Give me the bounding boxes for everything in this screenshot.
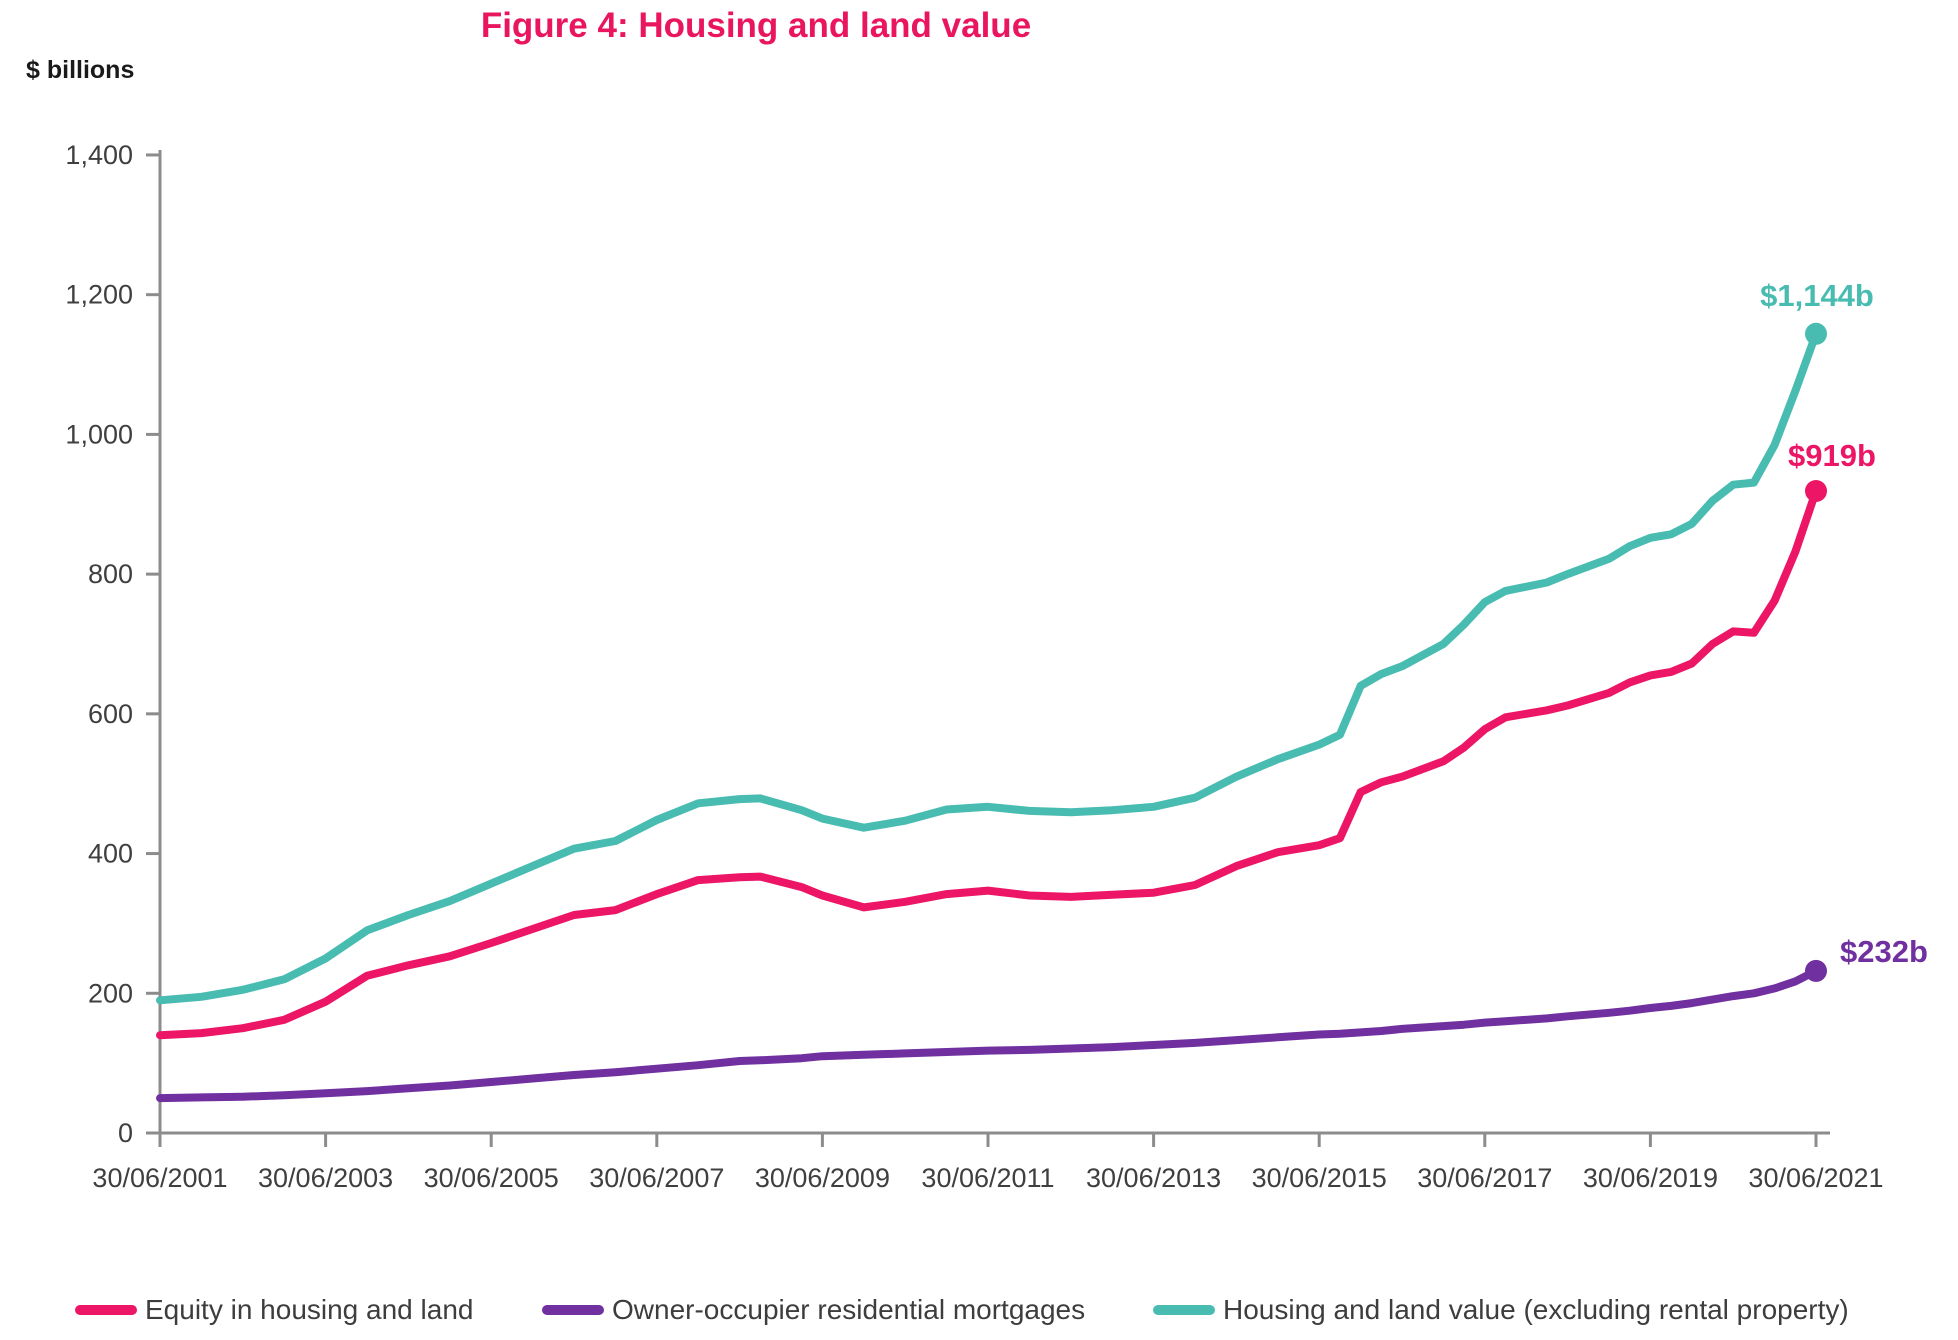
end-label-housing-value: $1,144b [1760, 278, 1874, 313]
x-tick-label: 30/06/2009 [755, 1163, 890, 1193]
legend-swatch-mortgages-icon [542, 1305, 604, 1315]
x-tick-label: 30/06/2001 [92, 1163, 227, 1193]
legend-label-housing-value: Housing and land value (excluding rental… [1223, 1294, 1849, 1325]
y-tick-label: 200 [88, 978, 133, 1008]
x-tick-label: 30/06/2013 [1086, 1163, 1221, 1193]
y-tick-label: 600 [88, 699, 133, 729]
y-tick-label: 400 [88, 839, 133, 869]
series-end-dot-owner-occupier-residential-mortgages [1805, 959, 1827, 982]
y-axis-title: $ billions [26, 56, 135, 84]
legend-item-mortgages: Owner-occupier residential mortgages [542, 1288, 1085, 1332]
legend-item-housing-value: Housing and land value (excluding rental… [1153, 1288, 1849, 1332]
axis-lines [158, 150, 1830, 1135]
y-tick-label: 0 [118, 1118, 133, 1148]
x-tick-label: 30/06/2015 [1252, 1163, 1387, 1193]
legend-item-equity: Equity in housing and land [75, 1288, 473, 1332]
y-tick-label: 1,000 [65, 419, 133, 449]
series-end-dot-equity-in-housing-and-land [1805, 479, 1827, 502]
series-end-dot-housing-and-land-value [1805, 322, 1827, 345]
end-label-mortgages: $232b [1840, 934, 1928, 969]
y-tick-label: 800 [88, 559, 133, 589]
series-line-housing-and-land-value [156, 329, 1820, 1005]
legend-swatch-equity-icon [75, 1305, 137, 1315]
chart-title: Figure 4: Housing and land value [480, 6, 1032, 45]
legend-label-mortgages: Owner-occupier residential mortgages [612, 1294, 1086, 1325]
end-label-equity: $919b [1788, 438, 1876, 473]
x-tick-label: 30/06/2005 [424, 1163, 559, 1193]
x-tick-label: 30/06/2007 [589, 1163, 724, 1193]
y-tick-label: 1,400 [65, 140, 133, 170]
series-line-owner-occupier-residential-mortgages [156, 966, 1820, 1103]
x-tick-label: 30/06/2011 [921, 1163, 1054, 1193]
x-tick-label: 30/06/2021 [1748, 1163, 1883, 1193]
legend: Equity in housing and land Owner-occupie… [0, 1288, 1958, 1332]
series-line-equity-in-housing-and-land [156, 487, 1820, 1040]
x-tick-label: 30/06/2019 [1583, 1163, 1718, 1193]
legend-swatch-housing-value-icon [1153, 1305, 1215, 1315]
x-tick-label: 30/06/2003 [258, 1163, 393, 1193]
x-tick-label: 30/06/2017 [1417, 1163, 1552, 1193]
y-tick-label: 1,200 [65, 280, 133, 310]
legend-label-equity: Equity in housing and land [145, 1294, 474, 1325]
